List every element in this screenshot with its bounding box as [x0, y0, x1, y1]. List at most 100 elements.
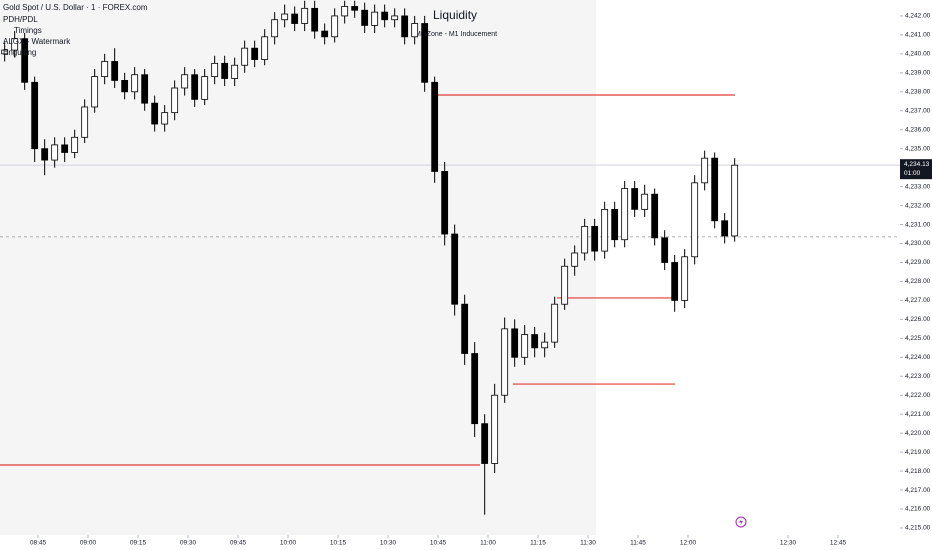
candle-body: [71, 136, 79, 153]
y-tick-label: 4,235.00: [905, 145, 931, 152]
candle-body: [51, 144, 59, 161]
candle-body: [121, 80, 129, 93]
candle-body: [261, 36, 269, 60]
candle-body: [181, 74, 189, 89]
y-tick-label: 4,216.00: [905, 506, 931, 513]
y-tick-label: 4,239.00: [905, 70, 931, 77]
zone-layer: Liquidity M5 Zone - M1 Inducement: [0, 0, 596, 535]
y-tick-label: 4,227.00: [905, 297, 931, 304]
candle-body: [591, 226, 599, 252]
candle-body: [331, 15, 339, 38]
y-tick-label: 4,223.00: [905, 373, 931, 380]
candle-body: [521, 334, 529, 358]
y-tick-label: 4,218.00: [905, 468, 931, 475]
y-tick-label: 4,221.00: [905, 411, 931, 418]
y-tick-label: 4,236.00: [905, 126, 931, 133]
price-tag: [900, 159, 932, 180]
candle-body: [401, 15, 409, 38]
x-tick-label: 09:30: [180, 540, 197, 547]
candle-body: [611, 208, 619, 241]
label-layer: Gold Spot / U.S. Dollar · 1 · FOREX.com …: [3, 3, 148, 57]
x-tick-label: 10:15: [330, 540, 347, 547]
level-layer: [0, 94, 735, 466]
candle-body: [271, 19, 279, 38]
x-tick-label: 10:00: [280, 540, 297, 547]
candle-body: [571, 252, 579, 267]
candle-body: [471, 353, 479, 425]
candle-body: [711, 157, 719, 222]
x-tick-label: 11:00: [480, 540, 496, 547]
candle-body: [301, 7, 309, 24]
y-tick-label: 4,240.00: [905, 51, 931, 58]
y-tick-label: 4,238.00: [905, 89, 931, 96]
candle-body: [171, 87, 179, 114]
candle-body: [161, 112, 169, 125]
candle-body: [631, 188, 639, 210]
y-tick-label: 4,231.00: [905, 221, 931, 228]
y-tick-label: 4,241.00: [905, 32, 931, 39]
y-tick-label: 4,229.00: [905, 259, 931, 266]
candle-body: [441, 171, 449, 235]
candle-body: [311, 7, 319, 32]
candle-layer: [1, 0, 739, 515]
indicator-label: Timings: [14, 26, 42, 35]
candle-body: [231, 64, 239, 79]
indicator-label: PDH/PDL: [3, 15, 38, 24]
x-tick-label: 08:45: [30, 540, 47, 547]
candle-body: [61, 144, 69, 153]
y-tick-label: 4,220.00: [905, 430, 931, 437]
candle-body: [201, 76, 209, 100]
indicator-label: ALGX - Watermark: [3, 37, 71, 46]
y-tick-label: 4,228.00: [905, 278, 931, 285]
candle-body: [551, 303, 559, 343]
candle-body: [511, 328, 519, 358]
grid-layer: [0, 164, 900, 238]
candle-body: [321, 30, 329, 38]
candle-body: [691, 182, 699, 258]
x-tick-label: 10:45: [430, 540, 447, 547]
y-tick-label: 4,225.00: [905, 335, 931, 342]
x-tick-label: 11:15: [530, 540, 546, 547]
price-axis-bg: [900, 0, 932, 550]
y-tick-label: 4,226.00: [905, 316, 931, 323]
candle-body: [451, 233, 459, 305]
candle-body: [721, 220, 729, 237]
candle-body: [31, 81, 39, 150]
alert-icon[interactable]: [735, 516, 747, 528]
countdown-label: 01:00: [904, 170, 921, 177]
y-tick-label: 4,215.00: [905, 525, 931, 532]
candle-body: [581, 226, 589, 254]
x-tick-label: 09:00: [80, 540, 97, 547]
candle-body: [41, 148, 49, 161]
candle-body: [531, 334, 539, 349]
candle-body: [291, 13, 299, 24]
price-tag-label: 4,234.13: [904, 161, 930, 168]
x-tick-label: 09:45: [230, 540, 247, 547]
candle-body: [211, 62, 219, 78]
candle-body: [101, 61, 109, 78]
zone-subtitle: M5 Zone - M1 Inducement: [415, 31, 497, 38]
x-tick-label: 12:30: [780, 540, 797, 547]
y-tick-label: 4,224.00: [905, 354, 931, 361]
y-tick-label: 4,219.00: [905, 449, 931, 456]
zone-title: Liquidity: [433, 8, 477, 22]
candle-body: [391, 15, 399, 21]
chart-title: Gold Spot / U.S. Dollar · 1 · FOREX.com: [3, 3, 148, 12]
liquidity-zone: [0, 0, 596, 535]
y-tick-label: 4,237.00: [905, 107, 931, 114]
candle-body: [731, 164, 739, 237]
candle-body: [671, 262, 679, 301]
candle-body: [681, 256, 689, 301]
y-tick-label: 4,233.00: [905, 183, 931, 190]
candle-body: [541, 341, 549, 349]
candle-body: [661, 237, 669, 263]
candle-body: [191, 74, 199, 100]
candle-body: [491, 394, 499, 464]
candle-body: [281, 13, 289, 21]
candle-body: [341, 6, 349, 17]
candle-body: [151, 102, 159, 125]
candle-body: [701, 157, 709, 184]
y-tick-label: 4,217.00: [905, 487, 931, 494]
